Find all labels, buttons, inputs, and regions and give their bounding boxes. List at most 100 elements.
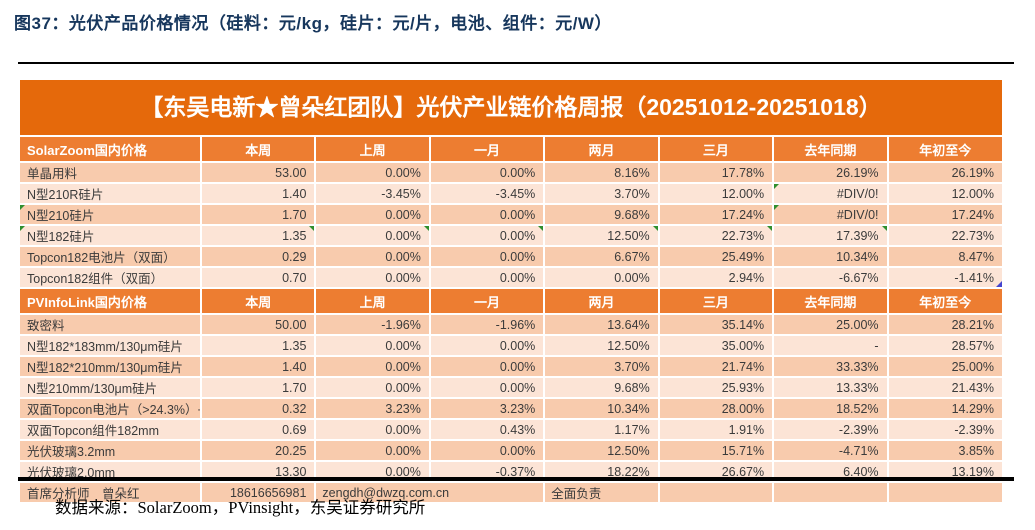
figure-bottom-rule bbox=[18, 477, 1014, 481]
green-cell-mark-icon bbox=[881, 227, 887, 231]
price-cell: -3.45% bbox=[314, 182, 430, 204]
price-cell: 26.19% bbox=[772, 161, 888, 183]
empty-cell bbox=[886, 481, 1002, 502]
figure-top-rule bbox=[18, 62, 1014, 64]
table-row: 单晶用料 53.00 0.00% 0.00% 8.16% 17.78% 26.19% 26.1… bbox=[20, 161, 1002, 183]
price-cell: 0.00% bbox=[428, 161, 545, 183]
price-cell: 12.50% bbox=[543, 224, 659, 246]
price-cell: 17.39% bbox=[772, 224, 888, 246]
price-cell: 0.00% bbox=[428, 355, 545, 377]
row-label: N型210R硅片 bbox=[20, 182, 201, 204]
table-row: 光伏玻璃3.2mm 20.25 0.00% 0.00% 12.50% 15.71% -4.7… bbox=[20, 439, 1002, 461]
price-cell: 0.00% bbox=[428, 334, 545, 356]
column-header: 三月 bbox=[657, 287, 774, 314]
price-cell: 18.52% bbox=[772, 397, 888, 419]
price-cell: 0.00% bbox=[314, 334, 430, 356]
row-label: 光伏玻璃3.2mm bbox=[20, 439, 201, 461]
analyst-contact-row: 首席分析师 曾朵红 18616656981 zengdh@dwzq.com.cn 全面… bbox=[20, 481, 1002, 502]
column-header: 去年同期 bbox=[772, 287, 888, 314]
column-header: 上周 bbox=[314, 135, 430, 162]
price-cell: 1.35 bbox=[199, 334, 316, 356]
table-row: N型182硅片 1.35 0.00% 0.00% 12.50% 22.73% 17.39% 2… bbox=[20, 224, 1002, 246]
price-cell: 13.33% bbox=[772, 376, 888, 398]
price-cell: 12.00% bbox=[886, 182, 1002, 204]
price-cell: -1.96% bbox=[428, 313, 545, 335]
row-label: Topcon182电池片（双面） bbox=[20, 245, 201, 267]
price-table-body: SolarZoom国内价格 本周 上周 一月 两月 三月 去年同期 年初至今 单晶用料 53.00… bbox=[20, 135, 1002, 502]
column-header: 年初至今 bbox=[886, 135, 1002, 162]
price-cell: 28.00% bbox=[657, 397, 774, 419]
green-cell-mark-icon bbox=[652, 227, 658, 231]
table-row: N型210mm/130μm硅片 1.70 0.00% 0.00% 9.68% 25.93%… bbox=[20, 376, 1002, 398]
green-cell-mark-icon bbox=[538, 227, 544, 231]
price-cell: 8.16% bbox=[543, 161, 659, 183]
row-label: 致密料 bbox=[20, 313, 201, 335]
section-header-row: PVInfoLink国内价格 本周 上周 一月 两月 三月 去年同期 年初至今 bbox=[20, 287, 1002, 314]
price-cell: 15.71% bbox=[657, 439, 774, 461]
price-cell: 17.78% bbox=[657, 161, 774, 183]
price-cell: 25.00% bbox=[886, 355, 1002, 377]
price-cell: 9.68% bbox=[543, 203, 659, 225]
column-header: 上周 bbox=[314, 287, 430, 314]
price-cell: 0.00% bbox=[314, 161, 430, 183]
price-cell: 28.21% bbox=[886, 313, 1002, 335]
price-cell: -2.39% bbox=[886, 418, 1002, 440]
blue-corner-mark-icon bbox=[996, 281, 1002, 287]
price-cell: 17.24% bbox=[886, 203, 1002, 225]
table-row: 光伏玻璃2.0mm 13.30 0.00% -0.37% 18.22% 26.67% 6.4… bbox=[20, 460, 1002, 482]
price-cell: 14.29% bbox=[886, 397, 1002, 419]
price-cell: 50.00 bbox=[199, 313, 316, 335]
price-cell: 25.93% bbox=[657, 376, 774, 398]
price-cell: 21.43% bbox=[886, 376, 1002, 398]
price-cell: 0.00% bbox=[314, 203, 430, 225]
green-cell-mark-icon bbox=[775, 185, 780, 189]
column-header: 一月 bbox=[428, 135, 545, 162]
price-cell: 12.00% bbox=[657, 182, 774, 204]
row-label: 单晶用料 bbox=[20, 161, 201, 183]
price-table-container: 【东吴电新★曾朵红团队】光伏产业链价格周报（20251012-20251018）… bbox=[20, 80, 1002, 502]
green-cell-mark-icon bbox=[309, 227, 315, 231]
price-cell: 13.64% bbox=[543, 313, 659, 335]
row-label: N型182*210mm/130μm硅片 bbox=[20, 355, 201, 377]
row-label: 双面Topcon组件182mm bbox=[20, 418, 201, 440]
table-row: 双面Topcon电池片（>24.3%）+ 0.32 3.23% 3.23% 10.34%… bbox=[20, 397, 1002, 419]
price-cell: 21.74% bbox=[657, 355, 774, 377]
price-cell: 35.14% bbox=[657, 313, 774, 335]
column-header: 去年同期 bbox=[772, 135, 888, 162]
price-cell: 22.73% bbox=[657, 224, 774, 246]
section-header-label: PVInfoLink国内价格 bbox=[20, 287, 201, 314]
green-cell-mark-icon bbox=[20, 227, 25, 231]
price-cell: 10.34% bbox=[543, 397, 659, 419]
price-cell: 0.00% bbox=[428, 245, 545, 267]
price-cell: 1.35 bbox=[199, 224, 316, 246]
price-cell: -2.39% bbox=[772, 418, 888, 440]
price-table: SolarZoom国内价格 本周 上周 一月 两月 三月 去年同期 年初至今 单晶用料 53.00… bbox=[20, 135, 1002, 502]
price-cell: 1.91% bbox=[657, 418, 774, 440]
empty-cell bbox=[772, 481, 888, 502]
column-header: 两月 bbox=[543, 287, 659, 314]
price-cell: 0.00% bbox=[314, 245, 430, 267]
price-cell: 1.17% bbox=[543, 418, 659, 440]
empty-cell bbox=[657, 481, 774, 502]
table-row: N型182*210mm/130μm硅片 1.40 0.00% 0.00% 3.70% 21… bbox=[20, 355, 1002, 377]
price-cell: 0.00% bbox=[428, 376, 545, 398]
green-cell-mark-icon bbox=[20, 206, 25, 210]
price-cell: 1.40 bbox=[199, 355, 316, 377]
price-cell: -1.41% bbox=[886, 266, 1002, 288]
price-cell: -4.71% bbox=[772, 439, 888, 461]
price-cell: 6.67% bbox=[543, 245, 659, 267]
price-cell: 0.00% bbox=[314, 439, 430, 461]
price-cell: 0.00% bbox=[428, 266, 545, 288]
column-header: 三月 bbox=[657, 135, 774, 162]
price-cell: 0.00% bbox=[314, 418, 430, 440]
price-cell: 35.00% bbox=[657, 334, 774, 356]
price-cell: 26.67% bbox=[657, 460, 774, 482]
table-row: N型182*183mm/130μm硅片 1.35 0.00% 0.00% 12.50% 3… bbox=[20, 334, 1002, 356]
price-cell: 0.00% bbox=[314, 460, 430, 482]
price-cell: 13.19% bbox=[886, 460, 1002, 482]
price-cell: 0.70 bbox=[199, 266, 316, 288]
price-cell: 0.00% bbox=[428, 439, 545, 461]
table-row: Topcon182组件（双面） 0.70 0.00% 0.00% 0.00% 2.94% -… bbox=[20, 266, 1002, 288]
price-cell: 0.00% bbox=[428, 224, 545, 246]
column-header: 年初至今 bbox=[886, 287, 1002, 314]
